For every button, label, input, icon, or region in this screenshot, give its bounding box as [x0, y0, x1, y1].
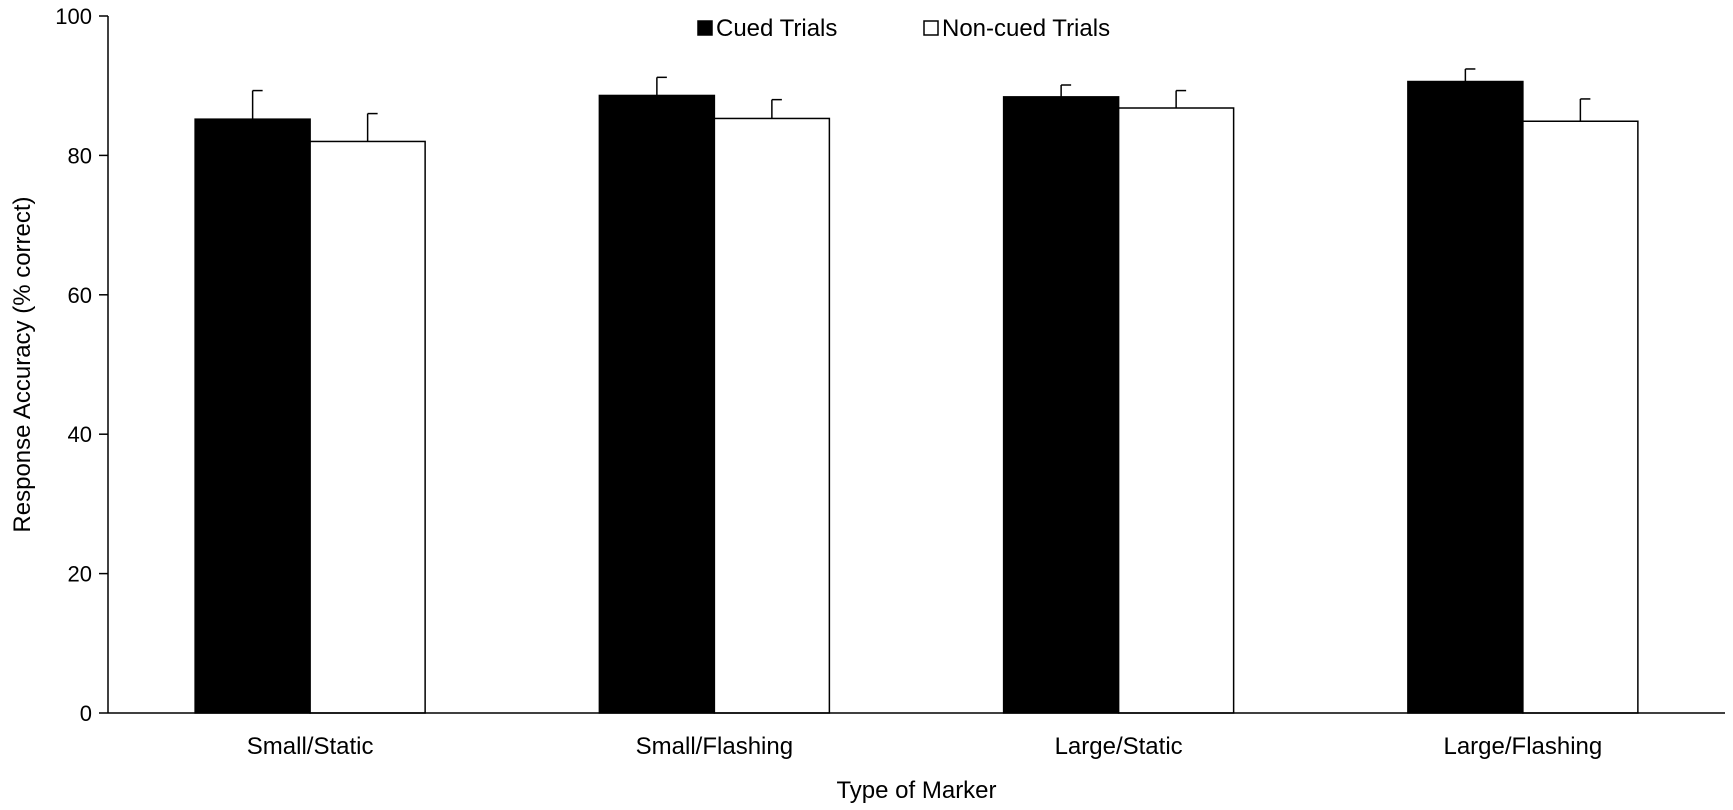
x-category-label-3: Large/Flashing — [1443, 733, 1602, 760]
x-category-label-0: Small/Static — [247, 733, 374, 760]
bar-cued-trials-small-static — [194, 118, 311, 714]
y-tick-label-0: 0 — [80, 701, 92, 726]
bar-non-cued-trials-small-flashing — [713, 117, 831, 714]
bar-cued-trials-small-flashing — [598, 94, 716, 714]
error-bar-cued-trials-large-static — [1060, 84, 1072, 97]
legend-swatch-cued-trials — [697, 20, 713, 36]
legend-label-non-cued-trials: Non-cued Trials — [942, 15, 1110, 42]
y-tick-label-60: 60 — [68, 283, 92, 308]
error-bars — [251, 68, 1591, 142]
error-bar-cued-trials-small-flashing — [656, 76, 667, 96]
bar-non-cued-trials-large-flashing — [1522, 120, 1639, 714]
error-bar-non-cued-trials-large-flashing — [1579, 98, 1591, 122]
y-axis-ticks: 0 20 40 60 80 100 — [55, 4, 108, 726]
legend-swatch-non-cued-trials — [923, 20, 939, 36]
bar-non-cued-trials-large-static — [1117, 107, 1235, 714]
x-category-label-2: Large/Static — [1055, 733, 1183, 760]
x-axis-category-labels: Small/Static Small/Flashing Large/Static La… — [247, 733, 1602, 760]
error-bar-non-cued-trials-large-static — [1175, 89, 1187, 109]
legend-label-cued-trials: Cued Trials — [716, 15, 837, 42]
error-bar-non-cued-trials-small-static — [366, 112, 378, 142]
error-bar-cued-trials-large-flashing — [1464, 68, 1476, 82]
y-tick-label-20: 20 — [68, 562, 92, 587]
bar-cued-trials-large-static — [1002, 96, 1120, 714]
bar-non-cued-trials-small-static — [309, 140, 426, 714]
y-tick-label-40: 40 — [68, 422, 92, 447]
bars — [194, 80, 1639, 714]
y-tick-label-100: 100 — [55, 4, 92, 29]
y-tick-label-80: 80 — [68, 143, 92, 168]
error-bar-non-cued-trials-small-flashing — [771, 98, 782, 119]
y-axis-title: Response Accuracy (% correct) — [9, 196, 36, 532]
x-axis-title: Type of Marker — [836, 777, 996, 804]
bar-cued-trials-large-flashing — [1407, 80, 1524, 714]
error-bar-cued-trials-small-static — [251, 89, 263, 120]
x-category-label-1: Small/Flashing — [636, 733, 793, 760]
legend: Cued Trials Non-cued Trials — [697, 15, 1110, 42]
